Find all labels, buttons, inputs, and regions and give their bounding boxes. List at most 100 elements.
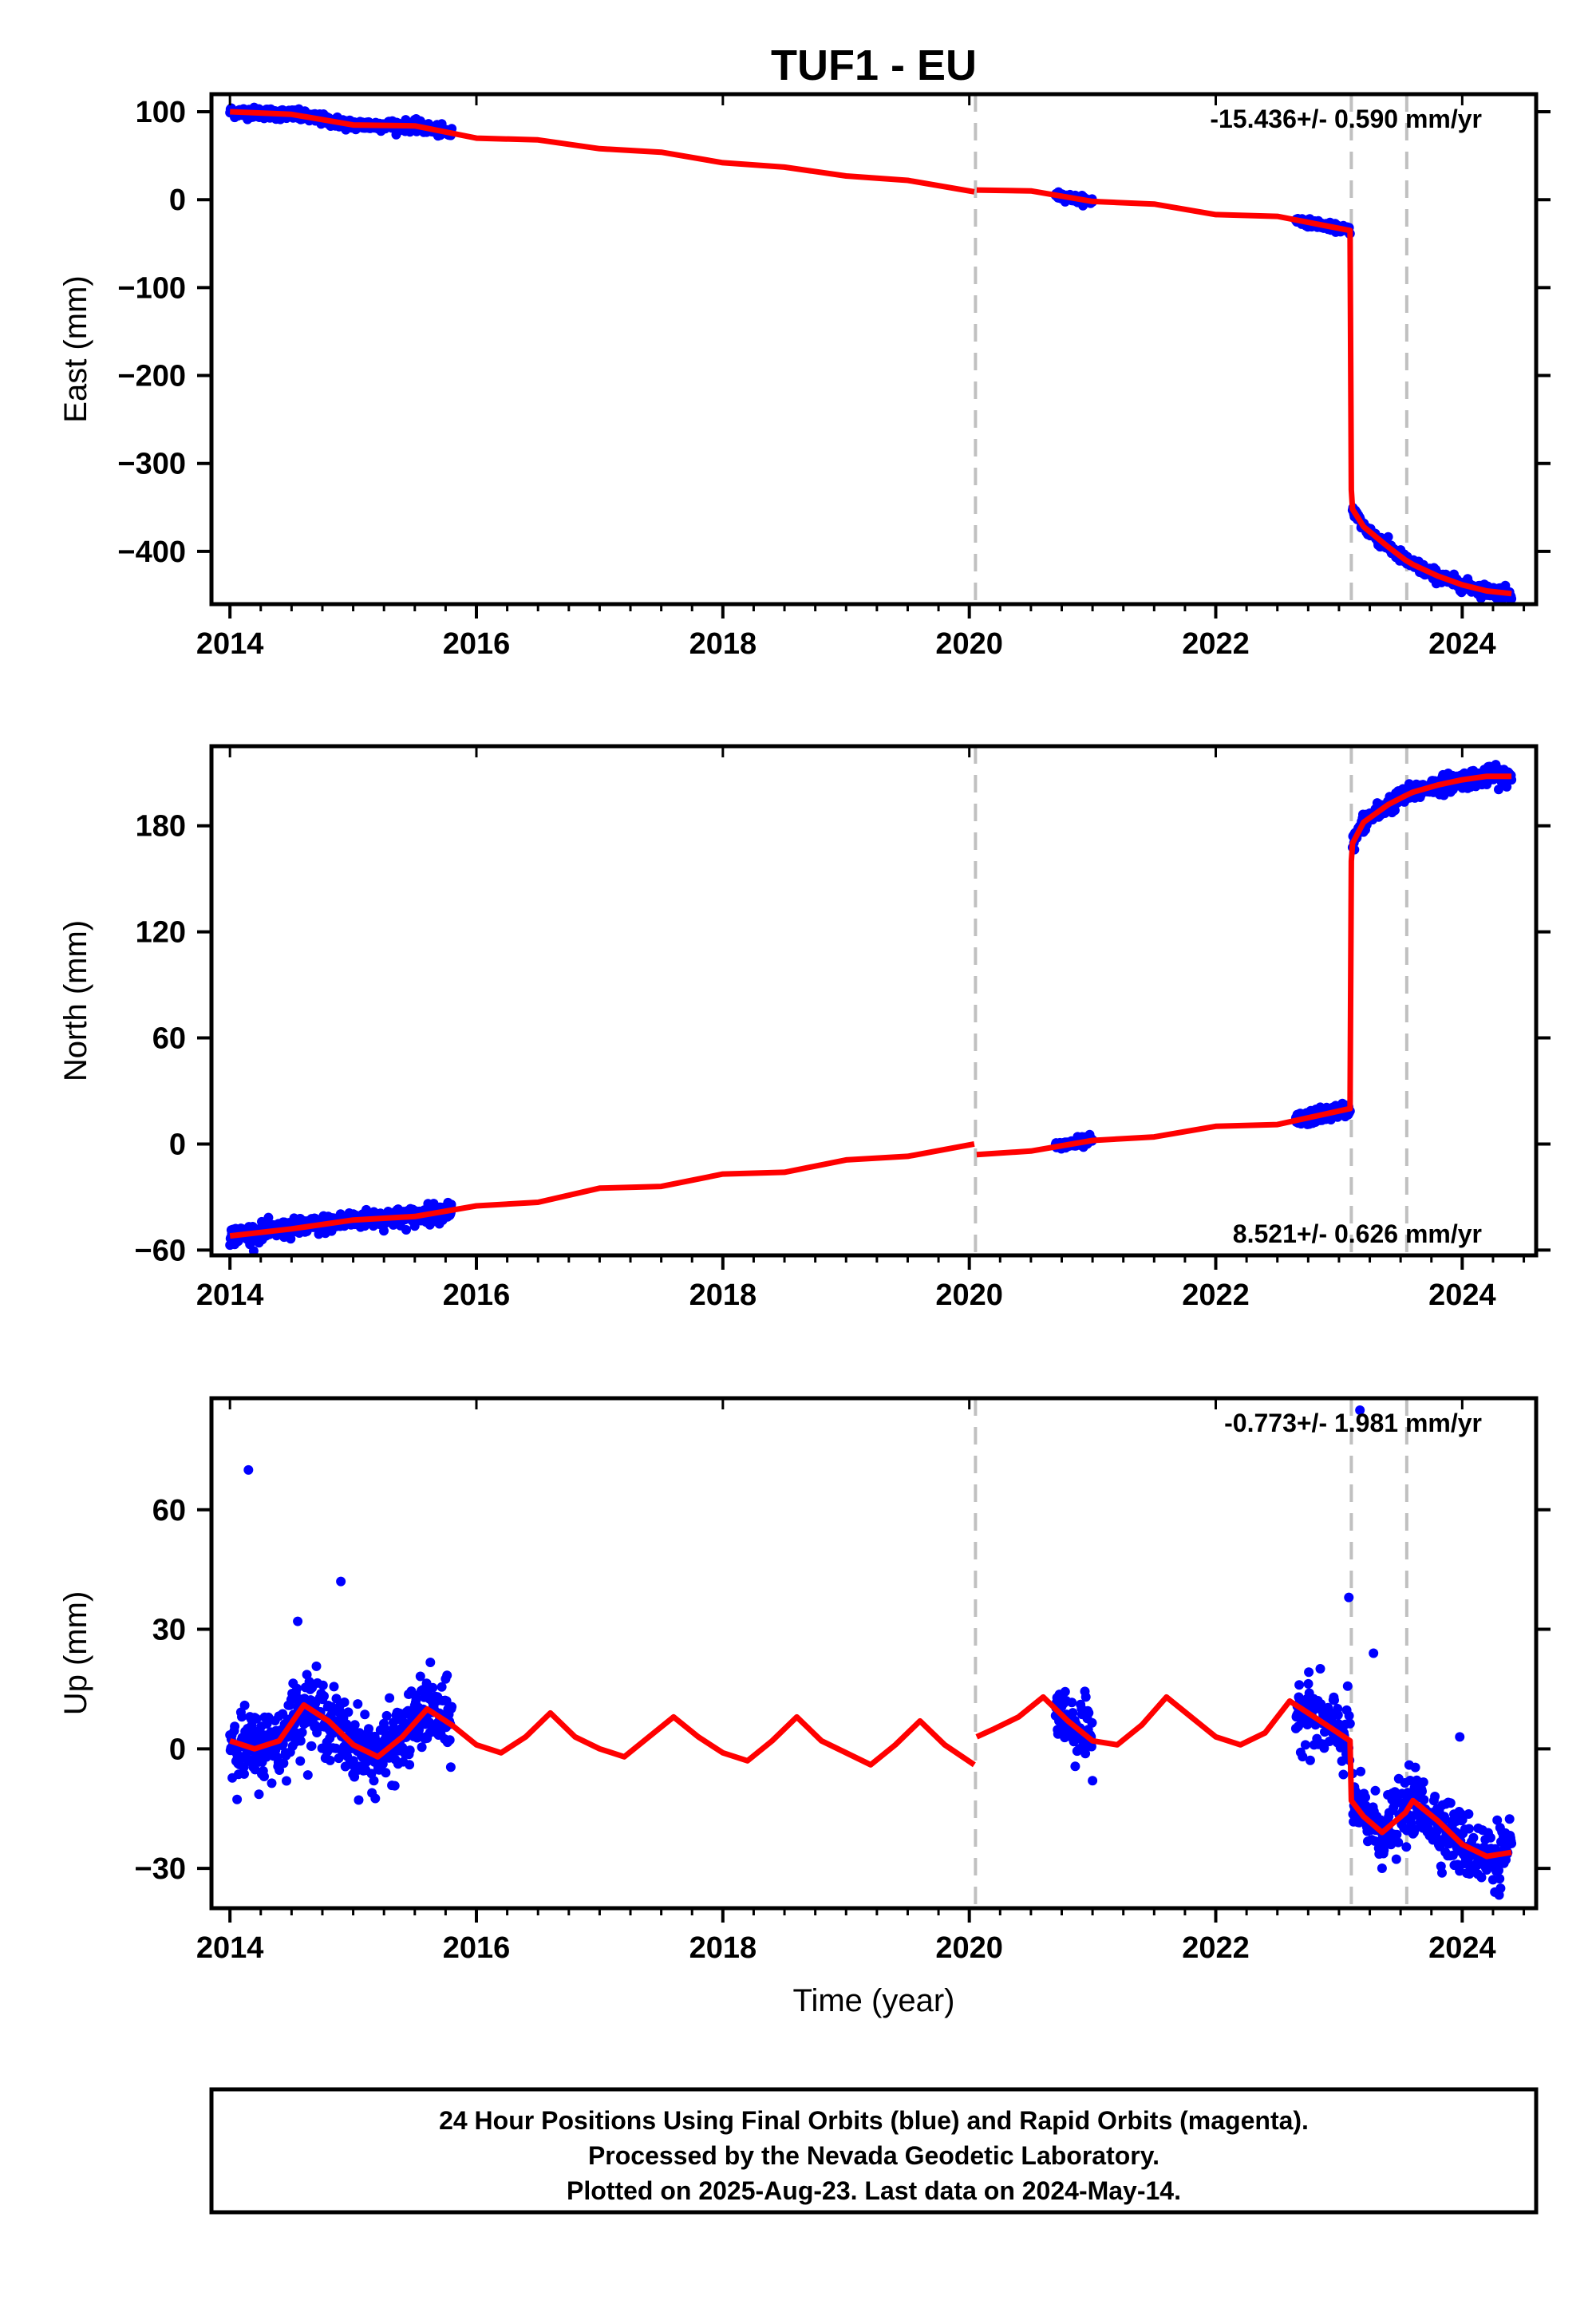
observation-point [1410, 1762, 1420, 1773]
x-tick-label: 2022 [1182, 1931, 1250, 1965]
observation-point [437, 1682, 447, 1692]
observation-point [1383, 532, 1393, 542]
east-panel: 2014 2016 2018 2020 2022 2024 100 0 −100 −200 −300… [58, 92, 1551, 661]
y-tick-label: −400 [117, 536, 186, 569]
x-axis-label: Time (year) [793, 1983, 955, 2018]
observation-point [1468, 1832, 1479, 1843]
observation-point [1070, 1761, 1080, 1772]
observation-point [1329, 1695, 1339, 1705]
observation-point [415, 1671, 425, 1682]
observation-point [319, 1691, 329, 1701]
observation-point [447, 1701, 457, 1712]
observation-point [1087, 1717, 1097, 1728]
model-line [230, 109, 1512, 597]
observation-point [1338, 1769, 1349, 1780]
observation-point [1304, 1667, 1314, 1678]
observation-point [411, 1694, 421, 1705]
observation-point [385, 1693, 395, 1703]
x-tick-label: 2024 [1428, 1931, 1496, 1965]
x-tick-label: 2016 [443, 1931, 511, 1965]
observation-point [1437, 1867, 1447, 1878]
observation-point [339, 1697, 350, 1707]
observation-point [325, 1755, 335, 1765]
observation-point [1391, 1854, 1401, 1864]
x-tick-label: 2016 [443, 627, 511, 661]
y-tick-label: 60 [152, 1494, 186, 1528]
observation-point [1455, 1866, 1465, 1876]
observation-point [302, 1770, 313, 1780]
observation-point [343, 1707, 354, 1717]
observation-point [405, 1745, 415, 1756]
up-panel: 2014 2016 2018 2020 2022 2024 60 30 0 −30 Up (mm) -… [58, 1396, 1551, 1965]
velocity-label: -15.436+/- 0.590 mm/yr [1210, 105, 1482, 133]
observation-point [1303, 1678, 1314, 1689]
observation-point [329, 1682, 339, 1692]
y-tick-label: −60 [135, 1234, 186, 1267]
observation-point [1507, 1838, 1517, 1848]
observation-point [1294, 1680, 1305, 1690]
observation-point [364, 1724, 373, 1734]
observation-point [247, 1721, 257, 1730]
observation-point [275, 1765, 285, 1775]
observation-point [442, 1670, 452, 1681]
y-tick-label: 0 [169, 184, 186, 217]
observation-point [334, 1753, 344, 1764]
observation-point [1464, 1809, 1474, 1819]
observation-point [1080, 1692, 1091, 1702]
observation-point [239, 1700, 250, 1710]
observation-point [1401, 1842, 1412, 1852]
observation-point [251, 1713, 262, 1724]
model-line [229, 773, 1512, 1239]
observation-point [428, 1682, 438, 1693]
observation-point [232, 1794, 243, 1804]
footer-line-1: 24 Hour Positions Using Final Orbits (bl… [439, 2106, 1309, 2135]
observation-point [1485, 1832, 1495, 1843]
observation-point [282, 1776, 291, 1786]
outlier-point [1369, 1648, 1379, 1658]
observation-point [360, 1709, 370, 1720]
observation-point [286, 1234, 296, 1244]
observation-point [263, 1212, 274, 1223]
observation-point [1417, 1786, 1427, 1796]
model-line [229, 1694, 1512, 1860]
x-tick-label: 2018 [689, 1931, 757, 1965]
x-tick-label: 2018 [689, 1279, 757, 1312]
observation-point [1298, 1752, 1308, 1762]
x-tick-label: 2024 [1428, 627, 1496, 661]
observation-point [1333, 1709, 1343, 1720]
outlier-point [336, 1576, 346, 1587]
figure-title: TUF1 - EU [771, 41, 977, 89]
velocity-label: 8.521+/- 0.626 mm/yr [1233, 1219, 1482, 1248]
observation-point [1337, 1756, 1347, 1766]
observation-point [1495, 1874, 1505, 1884]
observation-point [1345, 1718, 1355, 1729]
observation-point [1370, 1785, 1381, 1796]
observation-point [1060, 1686, 1070, 1697]
observation-point [445, 1762, 456, 1773]
outlier-point [243, 1464, 254, 1475]
y-axis-label: Up (mm) [58, 1591, 93, 1716]
observation-point [370, 1793, 381, 1804]
observation-point [326, 1710, 336, 1721]
x-tick-label: 2020 [935, 1279, 1003, 1312]
y-tick-label: −100 [117, 271, 186, 305]
observation-point [1476, 1872, 1487, 1883]
observation-point [354, 1795, 364, 1805]
observation-point [1495, 1883, 1506, 1894]
observation-point [1342, 1681, 1353, 1691]
observation-point [254, 1789, 264, 1800]
outlier-point [1344, 1592, 1354, 1603]
observation-series [225, 1405, 1517, 1900]
x-tick-label: 2016 [443, 1279, 511, 1312]
observation-point [1344, 1710, 1354, 1721]
x-tick-label: 2020 [935, 1931, 1003, 1965]
outlier-point [293, 1616, 303, 1626]
y-tick-label: 100 [136, 96, 186, 129]
observation-point [1315, 1664, 1325, 1674]
observation-point [311, 1661, 322, 1671]
observation-point [295, 1756, 306, 1766]
observation-point [1430, 1792, 1440, 1801]
plot-frame [209, 744, 1539, 1258]
observation-series [225, 760, 1517, 1255]
observation-point [381, 1768, 391, 1778]
